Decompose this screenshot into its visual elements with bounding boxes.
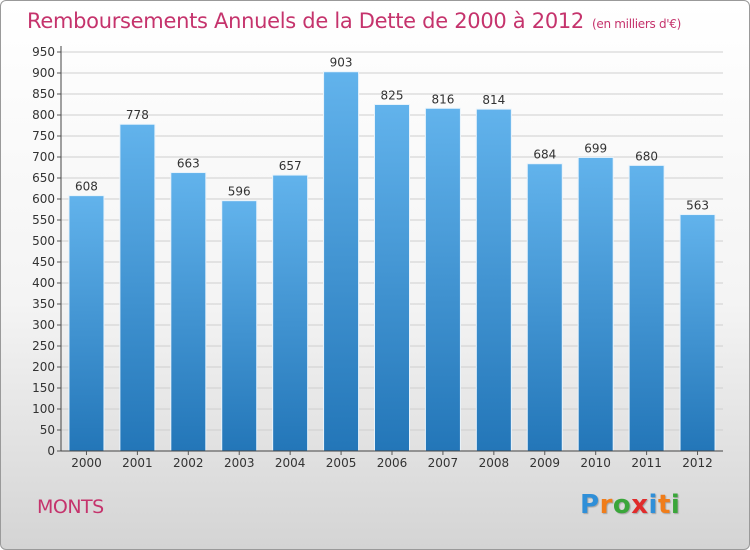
y-tick-label: 450 [32, 255, 55, 269]
y-tick-label: 250 [32, 339, 55, 353]
commune-name: MONTS [37, 496, 104, 518]
x-tick-label: 2007 [428, 456, 459, 470]
logo-letter: t [657, 490, 671, 520]
y-axis: 0 50 100 150 200 250 300 350 400 450 500 550 600 650 7… [32, 45, 62, 458]
x-tick-label: 2004 [275, 456, 306, 470]
bar-2005 [323, 71, 360, 452]
y-tick-label: 950 [32, 45, 55, 59]
bar-value-label: 814 [482, 93, 505, 107]
y-tick-label: 350 [32, 297, 55, 311]
y-tick-label: 850 [32, 87, 55, 101]
logo-letter: i [670, 490, 681, 520]
x-tick-label: 2009 [529, 456, 560, 470]
bar-value-label: 663 [177, 157, 200, 171]
bar-value-label: 778 [126, 108, 149, 122]
x-tick-label: 2012 [682, 456, 713, 470]
x-axis: 2000 2001 2002 2003 2004 2005 2006 2007 2008 2009… [61, 450, 723, 470]
bar-2003 [221, 200, 258, 452]
y-tick-label: 550 [32, 213, 55, 227]
bar-value-label: 680 [635, 149, 658, 163]
bar-2011 [628, 164, 665, 452]
bar-2010 [577, 156, 614, 452]
y-tick-label: 300 [32, 318, 55, 332]
bar-value-label: 684 [533, 148, 556, 162]
y-tick-label: 900 [32, 66, 55, 80]
bar-value-label: 699 [584, 141, 607, 155]
y-tick-label: 100 [32, 402, 55, 416]
chart-title: Remboursements Annuels de la Dette de 20… [27, 9, 681, 33]
x-tick-label: 2010 [580, 456, 611, 470]
bar-2007 [424, 107, 461, 452]
bar-2009 [526, 163, 563, 452]
x-tick-label: 2005 [326, 456, 357, 470]
bar-2012 [679, 214, 716, 452]
bar-2000 [68, 195, 105, 452]
bar-value-label: 903 [330, 56, 353, 70]
bar-value-label: 563 [686, 199, 709, 213]
x-tick-label: 2002 [173, 456, 204, 470]
bar-2008 [475, 108, 512, 452]
bar-2004 [272, 174, 309, 452]
x-tick-label: 2001 [122, 456, 153, 470]
logo-letter: i [648, 490, 658, 520]
y-tick-label: 700 [32, 150, 55, 164]
logo-letter: P [580, 490, 600, 520]
y-tick-label: 650 [32, 171, 55, 185]
bar-2001 [119, 123, 156, 452]
chart-title-text: Remboursements Annuels de la Dette de 20… [27, 9, 584, 33]
x-tick-label: 2011 [631, 456, 662, 470]
y-tick-label: 50 [40, 423, 55, 437]
y-tick-label: 0 [47, 444, 55, 458]
bar-value-label: 657 [279, 159, 302, 173]
logo-letter: r [599, 490, 613, 520]
bar-value-label: 825 [381, 89, 404, 103]
y-tick-label: 200 [32, 360, 55, 374]
bar-value-label: 596 [228, 185, 251, 199]
bars: 608 778 663 596 657 903 825 816 814 684 699 680 563 [68, 56, 716, 452]
bar-2002 [170, 172, 207, 452]
y-tick-label: 400 [32, 276, 55, 290]
x-tick-label: 2003 [224, 456, 255, 470]
logo-letter: x [631, 490, 649, 520]
bar-2006 [374, 104, 410, 452]
x-tick-label: 2006 [377, 456, 408, 470]
x-tick-label: 2008 [479, 456, 510, 470]
y-tick-label: 800 [32, 108, 55, 122]
logo-letter: o [612, 490, 632, 520]
proxiti-logo: Proxiti [580, 490, 680, 520]
bar-value-label: 816 [431, 92, 454, 106]
x-tick-label: 2000 [71, 456, 102, 470]
bar-value-label: 608 [75, 180, 98, 194]
y-tick-label: 600 [32, 192, 55, 206]
y-tick-label: 500 [32, 234, 55, 248]
y-tick-label: 750 [32, 129, 55, 143]
y-tick-label: 150 [32, 381, 55, 395]
chart-unit: (en milliers d'€) [592, 17, 682, 31]
